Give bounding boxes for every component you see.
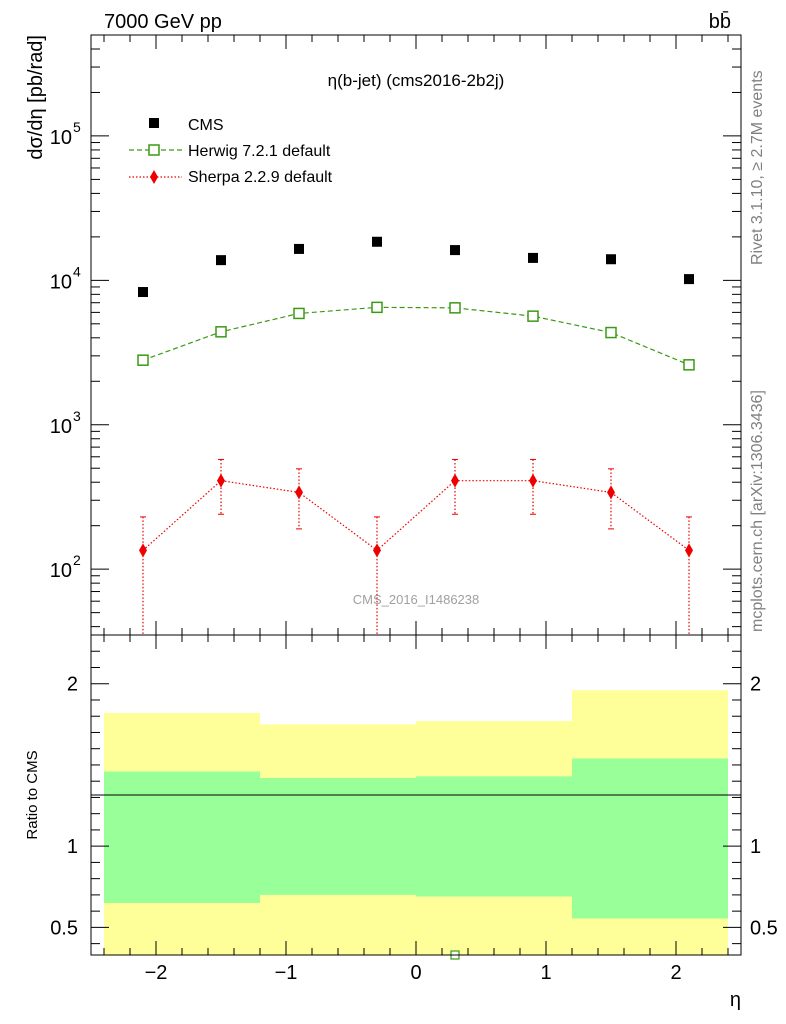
sherpa-series — [139, 458, 693, 636]
ratio-tick-label-right: 2 — [750, 674, 761, 696]
sherpa-point — [607, 485, 615, 500]
ratio-band-inner — [416, 776, 494, 897]
sherpa-point — [295, 485, 303, 500]
herwig-point — [371, 301, 383, 314]
cms-series — [138, 236, 694, 298]
ratio-band-inner — [338, 777, 416, 895]
ratio-tick-label-left: 0.5 — [50, 917, 78, 939]
cms-point — [528, 252, 538, 263]
y-tick-label: 10 — [50, 560, 72, 582]
legend-marker-herwig — [148, 144, 160, 156]
ratio-band-inner — [494, 776, 572, 897]
y-tick-exponent: 2 — [73, 552, 81, 568]
y-axis-label: dσ/dη [pb/rad] — [25, 35, 47, 160]
ratio-bands — [104, 690, 728, 955]
ratio-band-inner — [572, 758, 728, 919]
axis-ticks — [91, 34, 741, 955]
ratio-tick-label-right: 1 — [750, 836, 761, 858]
sherpa-point — [529, 473, 537, 488]
y-tick-exponent: 3 — [73, 408, 81, 424]
sherpa-line — [142, 480, 690, 552]
herwig-point — [527, 310, 539, 322]
herwig-line — [142, 306, 690, 366]
y-tick-label: 10 — [50, 127, 72, 149]
y-tick-exponent: 4 — [73, 263, 81, 279]
sherpa-point — [373, 543, 381, 558]
herwig-series — [137, 301, 695, 371]
herwig-point — [215, 326, 227, 338]
herwig-point — [605, 326, 617, 339]
herwig-point — [137, 354, 149, 366]
y-tick-label: 10 — [50, 416, 72, 438]
legend-label-sherpa: Sherpa 2.2.9 default — [188, 169, 333, 186]
rivet-label: Rivet 3.1.10, ≥ 2.7M events — [749, 70, 766, 265]
plot-title: η(b-jet) (cms2016-2b2j) — [328, 71, 505, 90]
x-axis-label: η — [730, 989, 741, 1011]
sherpa-point — [217, 473, 225, 488]
sherpa-point — [685, 543, 693, 558]
x-tick-label: −1 — [275, 962, 298, 984]
cms-point — [216, 255, 226, 266]
header-left: 7000 GeV pp — [104, 11, 222, 33]
legend-label-cms: CMS — [188, 117, 224, 134]
x-tick-label: 1 — [540, 962, 551, 984]
legend-marker-sherpa — [150, 170, 158, 184]
legend-marker-cms — [149, 118, 159, 128]
y-tick-label: 10 — [50, 271, 72, 293]
x-tick-label: −2 — [145, 962, 168, 984]
x-tick-label: 0 — [410, 962, 421, 984]
y-tick-exponent: 5 — [73, 119, 81, 135]
cms-point — [372, 236, 382, 247]
ratio-tick-label-right: 0.5 — [750, 917, 778, 939]
header-right: bb̄ — [709, 10, 731, 33]
watermark: CMS_2016_I1486238 — [353, 592, 480, 607]
cms-point — [138, 287, 148, 298]
ratio-band-inner — [260, 777, 338, 895]
herwig-point — [683, 359, 695, 371]
legend: CMS Herwig 7.2.1 default Sherpa 2.2.9 de… — [129, 117, 333, 186]
cms-point — [294, 243, 304, 254]
herwig-point — [293, 307, 305, 320]
legend-label-herwig: Herwig 7.2.1 default — [188, 143, 331, 160]
herwig-point — [449, 302, 461, 314]
cms-point — [450, 245, 460, 256]
sherpa-point — [139, 543, 147, 558]
mcplots-label: mcplots.cern.ch [arXiv:1306.3436] — [749, 390, 766, 632]
cms-point — [606, 254, 616, 265]
ratio-band-inner — [104, 771, 260, 904]
ratio-y-axis-label: Ratio to CMS — [24, 750, 41, 839]
ratio-tick-label-left: 1 — [67, 836, 78, 858]
ratio-tick-label-left: 2 — [67, 674, 78, 696]
x-tick-label: 2 — [670, 962, 681, 984]
cms-point — [684, 274, 694, 285]
sherpa-point — [451, 473, 459, 488]
